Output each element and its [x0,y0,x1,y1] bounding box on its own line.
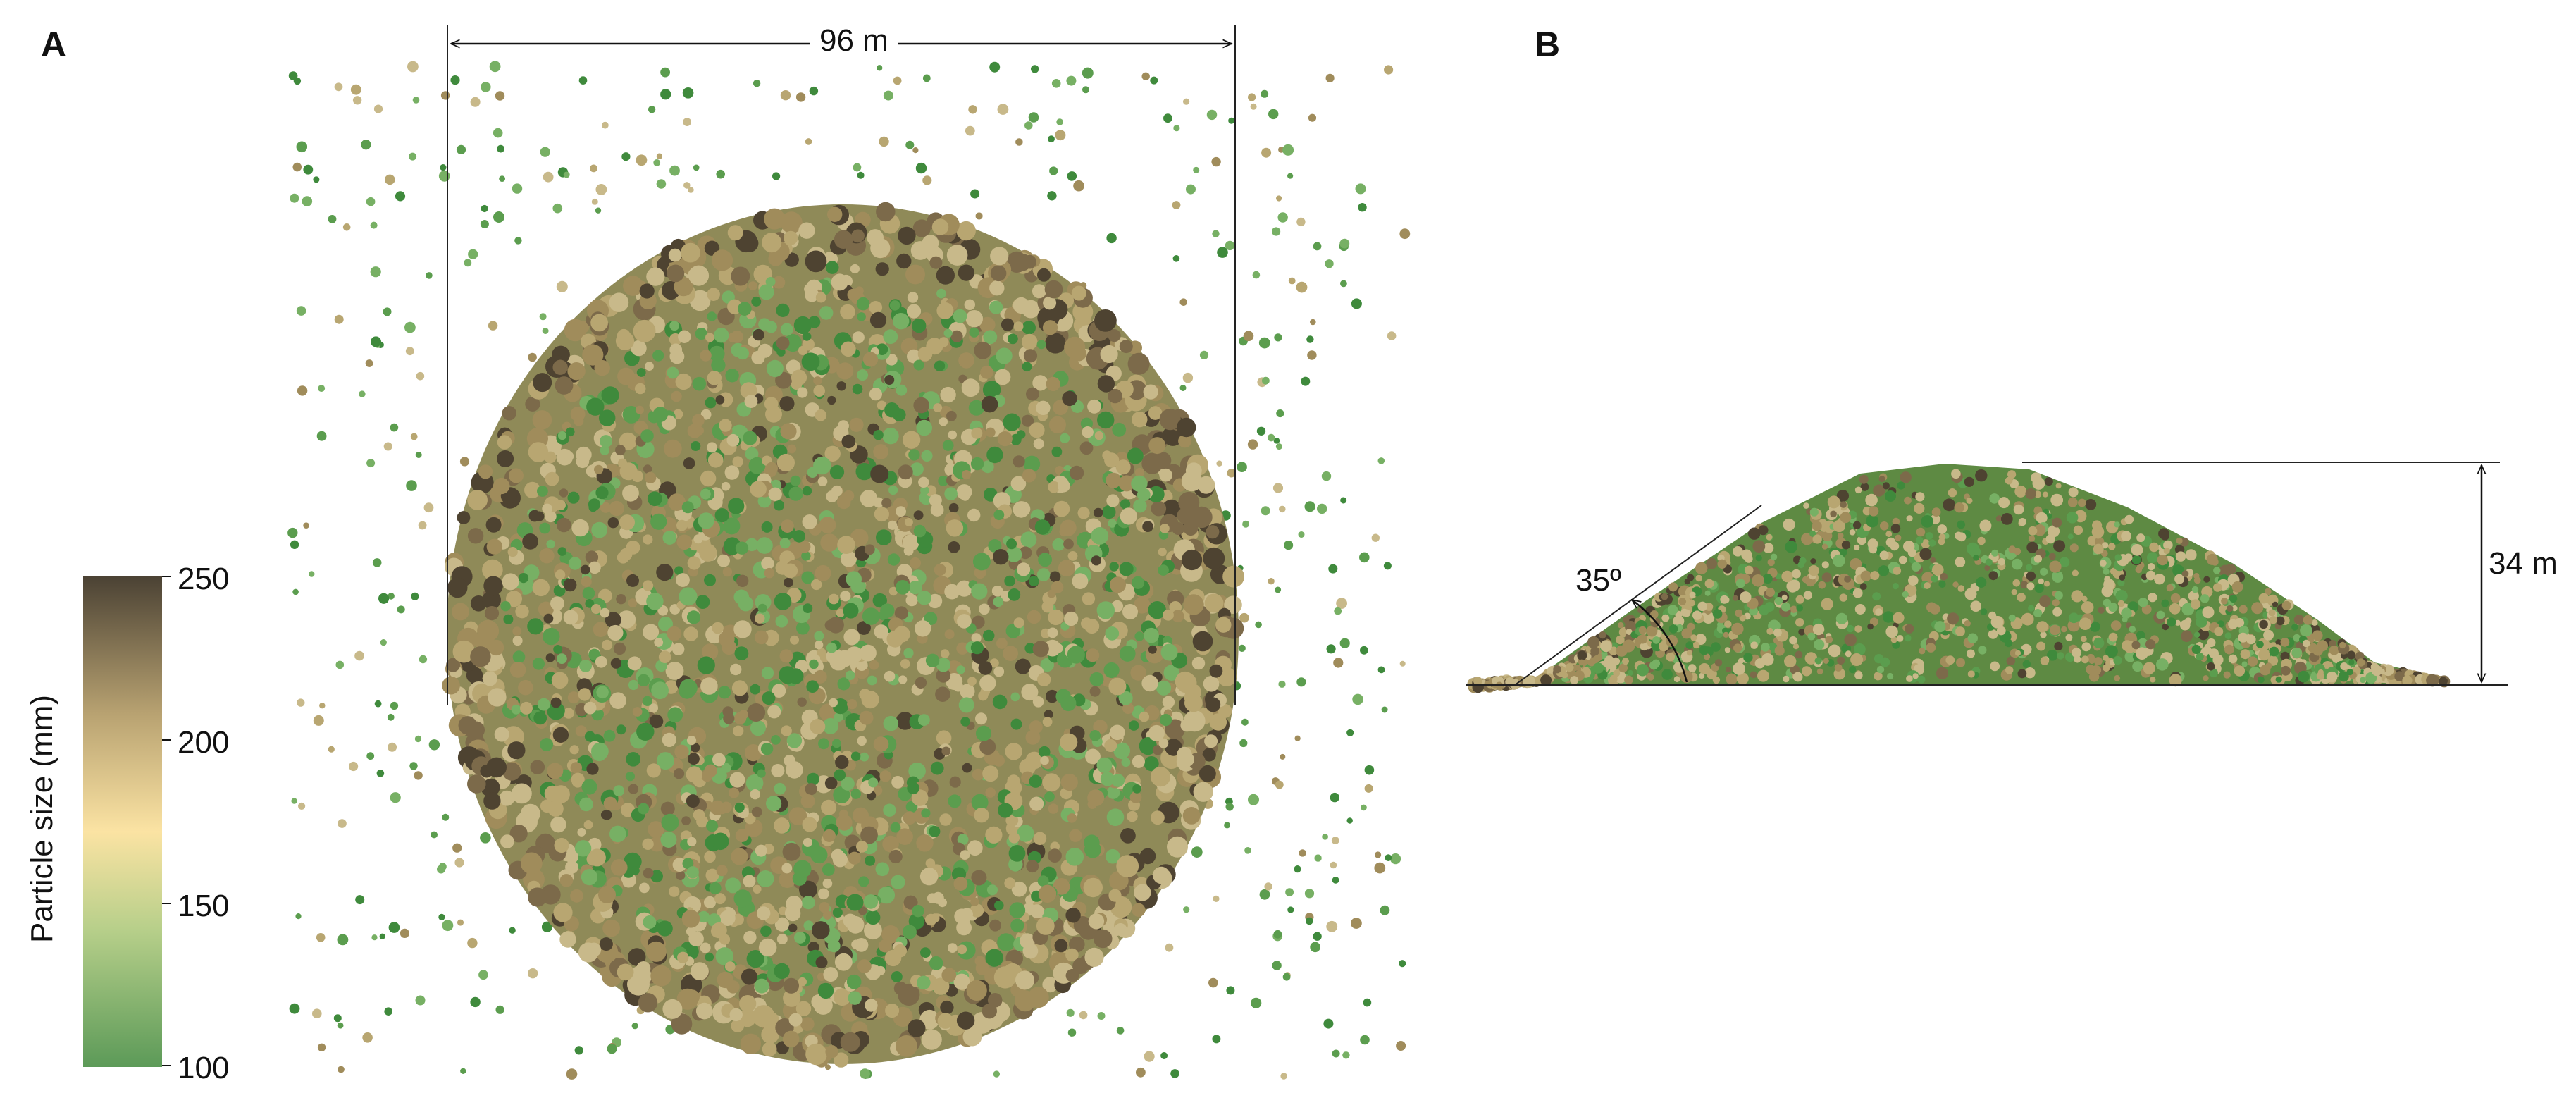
panel-b-letter: B [1535,25,1561,64]
colorbar [83,576,171,1067]
colorbar-title: Particle size (mm) [25,694,59,943]
panel-a-letter: A [41,25,67,64]
panel-b-angle-label: 35º [1575,563,1622,598]
panel-a-plan-view [287,25,1411,1080]
colorbar-label-200: 200 [178,725,230,760]
colorbar-gradient [83,576,162,1067]
panel-a-pile-particles [442,202,1244,1068]
colorbar-label-150: 150 [178,889,230,923]
panel-b-side-view [1466,462,2508,693]
colorbar-label-250: 250 [178,562,230,596]
panel-a-scattered-particles [287,61,1411,1080]
colorbar-label-100: 100 [178,1051,230,1085]
panel-b-angle-arc [1632,600,1688,683]
panel-b-pile-particles [1467,469,2451,693]
panel-a-width-label: 96 m [810,25,898,56]
panel-b-height-label: 34 m [2486,548,2560,579]
panel-b-slope-line [1514,505,1762,686]
